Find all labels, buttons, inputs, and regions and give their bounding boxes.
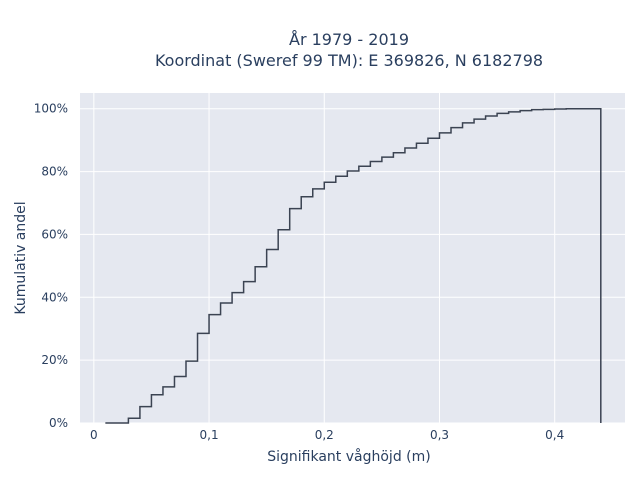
y-tick-label: 80% [41,165,68,179]
y-tick-label: 0% [49,416,68,430]
x-tick-label: 0,1 [200,428,219,442]
x-axis-title: Signifikant våghöjd (m) [267,448,430,465]
plot-area [80,93,625,423]
chart-title: År 1979 - 2019 Koordinat (Sweref 99 TM):… [155,30,543,70]
y-tick-label: 40% [41,290,68,304]
x-tick-label: 0 [90,428,98,442]
y-tick-label: 60% [41,227,68,241]
x-tick-label: 0,3 [430,428,449,442]
y-gridlines [80,108,625,424]
chart-title-line-1: År 1979 - 2019 [289,30,409,49]
chart-title-line-2: Koordinat (Sweref 99 TM): E 369826, N 61… [155,51,543,70]
cdf-step-series-line [105,107,602,424]
y-axis-ticks: 0% 20% 40% 60% 80% 100% [34,102,68,430]
x-axis-ticks: 0 0,1 0,2 0,3 0,4 [90,428,564,442]
x-tick-label: 0,2 [315,428,334,442]
y-tick-label: 100% [34,102,68,116]
series-layer [105,107,602,424]
y-tick-label: 20% [41,353,68,367]
y-axis-title: Kumulativ andel [13,201,29,314]
x-gridlines [93,93,556,423]
x-tick-label: 0,4 [545,428,564,442]
